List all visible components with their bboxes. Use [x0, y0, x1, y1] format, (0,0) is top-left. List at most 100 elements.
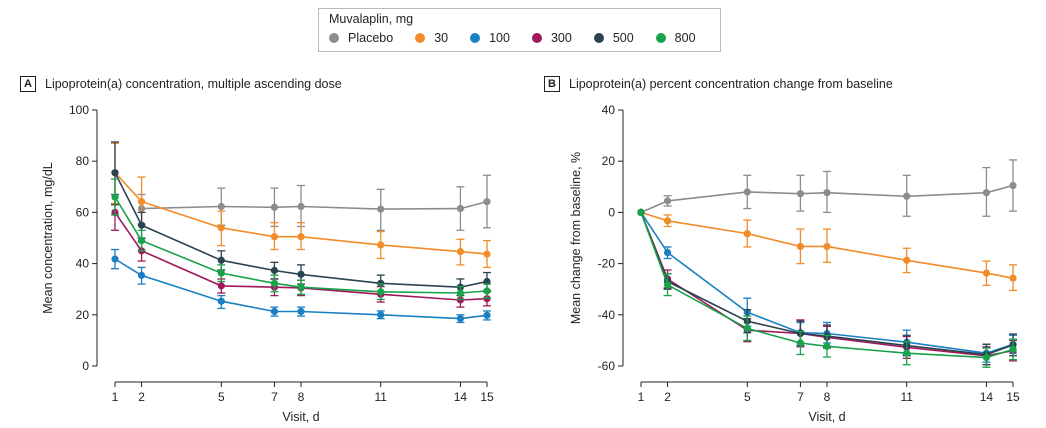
series-line — [640, 211, 1014, 279]
series-line — [114, 172, 488, 289]
y-tick-label: 0 — [608, 205, 615, 219]
data-point — [111, 169, 119, 177]
legend: Muvalaplin, mg Placebo 30 100 300 500 800 — [318, 8, 721, 52]
y-tick-label: 40 — [76, 257, 90, 271]
data-point — [217, 282, 225, 290]
data-point — [377, 288, 385, 296]
panel-a-title: A Lipoprotein(a) concentration, multiple… — [20, 76, 342, 92]
series-100 — [111, 248, 491, 324]
y-tick-label: 20 — [76, 308, 90, 322]
data-point — [217, 297, 225, 305]
data-point — [743, 230, 751, 238]
data-point — [637, 208, 645, 216]
data-point — [270, 203, 279, 211]
panel-a-title-text: Lipoprotein(a) concentration, multiple a… — [45, 77, 342, 91]
x-tick-label: 5 — [218, 390, 225, 404]
data-point — [111, 255, 119, 263]
legend-item: 30 — [415, 31, 448, 45]
y-tick-label: 60 — [76, 205, 90, 219]
x-axis-label: Visit, d — [808, 410, 845, 424]
legend-item: 800 — [655, 31, 696, 45]
legend-item: 100 — [470, 31, 510, 45]
panel-b-title: B Lipoprotein(a) percent concentration c… — [544, 76, 893, 92]
data-point — [217, 256, 225, 264]
data-point — [111, 193, 119, 201]
legend-label: 100 — [489, 31, 510, 45]
series-line — [141, 200, 488, 210]
data-point — [270, 266, 279, 275]
y-tick-label: 20 — [602, 154, 616, 168]
data-point — [796, 190, 805, 198]
legend-marker — [531, 33, 542, 43]
legend-label: 500 — [612, 31, 634, 45]
x-tick-label: 2 — [138, 390, 145, 404]
data-point — [903, 256, 911, 264]
data-point — [823, 189, 831, 197]
legend-title: Muvalaplin, mg — [329, 12, 414, 26]
data-point — [137, 236, 146, 245]
data-point — [377, 241, 385, 249]
series-line — [640, 212, 1014, 356]
data-point — [903, 349, 911, 357]
data-point — [456, 204, 465, 213]
series-line — [640, 184, 1014, 214]
series-line — [640, 211, 1014, 355]
y-tick-label: -40 — [598, 308, 616, 322]
series-line — [114, 258, 488, 320]
data-point — [743, 188, 751, 196]
data-point — [743, 324, 751, 332]
legend-marker — [415, 33, 426, 43]
data-point — [982, 269, 991, 277]
x-tick-label: 11 — [374, 390, 387, 404]
x-tick-label: 1 — [638, 390, 645, 404]
x-tick-label: 2 — [664, 390, 671, 404]
series-800 — [111, 178, 491, 301]
x-tick-label: 14 — [980, 390, 994, 404]
chart-panel-b: -60 -40 -20 0 20 40 1 2 5 7 8 11 14 15 Visit, d Mean ch… — [569, 103, 1020, 424]
chart-panel-a: 0 20 40 60 80 100 1 2 5 7 8 11 14 15 Visit, d Mean conc… — [41, 103, 494, 424]
x-tick-label: 8 — [824, 390, 831, 404]
legend-label: Placebo — [348, 31, 394, 45]
x-tick-label: 8 — [298, 390, 305, 404]
x-tick-label: 1 — [112, 390, 119, 404]
data-point — [137, 221, 146, 229]
data-point — [663, 248, 672, 257]
data-point — [270, 307, 279, 316]
data-point — [297, 270, 305, 278]
data-point — [796, 242, 805, 251]
legend-label: 300 — [550, 31, 572, 45]
x-axis-label: Visit, d — [282, 410, 319, 424]
data-point — [297, 233, 305, 241]
data-point — [137, 271, 146, 279]
data-point — [903, 192, 911, 200]
data-point — [663, 281, 672, 289]
data-point — [663, 217, 672, 225]
y-tick-label: 40 — [602, 103, 616, 117]
data-point — [270, 279, 279, 287]
data-point — [297, 307, 305, 316]
legend-item: Placebo — [329, 31, 393, 45]
data-point — [823, 342, 831, 350]
y-tick-label: -20 — [598, 257, 616, 271]
legend-items: Placebo 30 100 300 500 800 — [329, 31, 718, 45]
x-tick-label: 14 — [454, 390, 468, 404]
legend-item: 500 — [593, 31, 634, 45]
y-tick-label: 80 — [76, 154, 90, 168]
x-tick-label: 15 — [1006, 390, 1020, 404]
data-point — [270, 233, 279, 241]
data-point — [1009, 181, 1017, 190]
data-point — [297, 283, 305, 291]
data-point — [137, 198, 146, 206]
data-point — [1009, 345, 1017, 353]
y-tick-label: 0 — [82, 359, 89, 373]
data-point — [297, 202, 305, 211]
data-point — [982, 353, 991, 362]
data-point — [483, 311, 491, 319]
legend-item: 300 — [531, 31, 572, 45]
data-point — [823, 242, 831, 251]
y-axis-label: Mean change from baseline, % — [569, 152, 583, 324]
x-tick-label: 7 — [797, 390, 804, 404]
data-point — [456, 289, 465, 297]
data-point — [982, 189, 991, 197]
